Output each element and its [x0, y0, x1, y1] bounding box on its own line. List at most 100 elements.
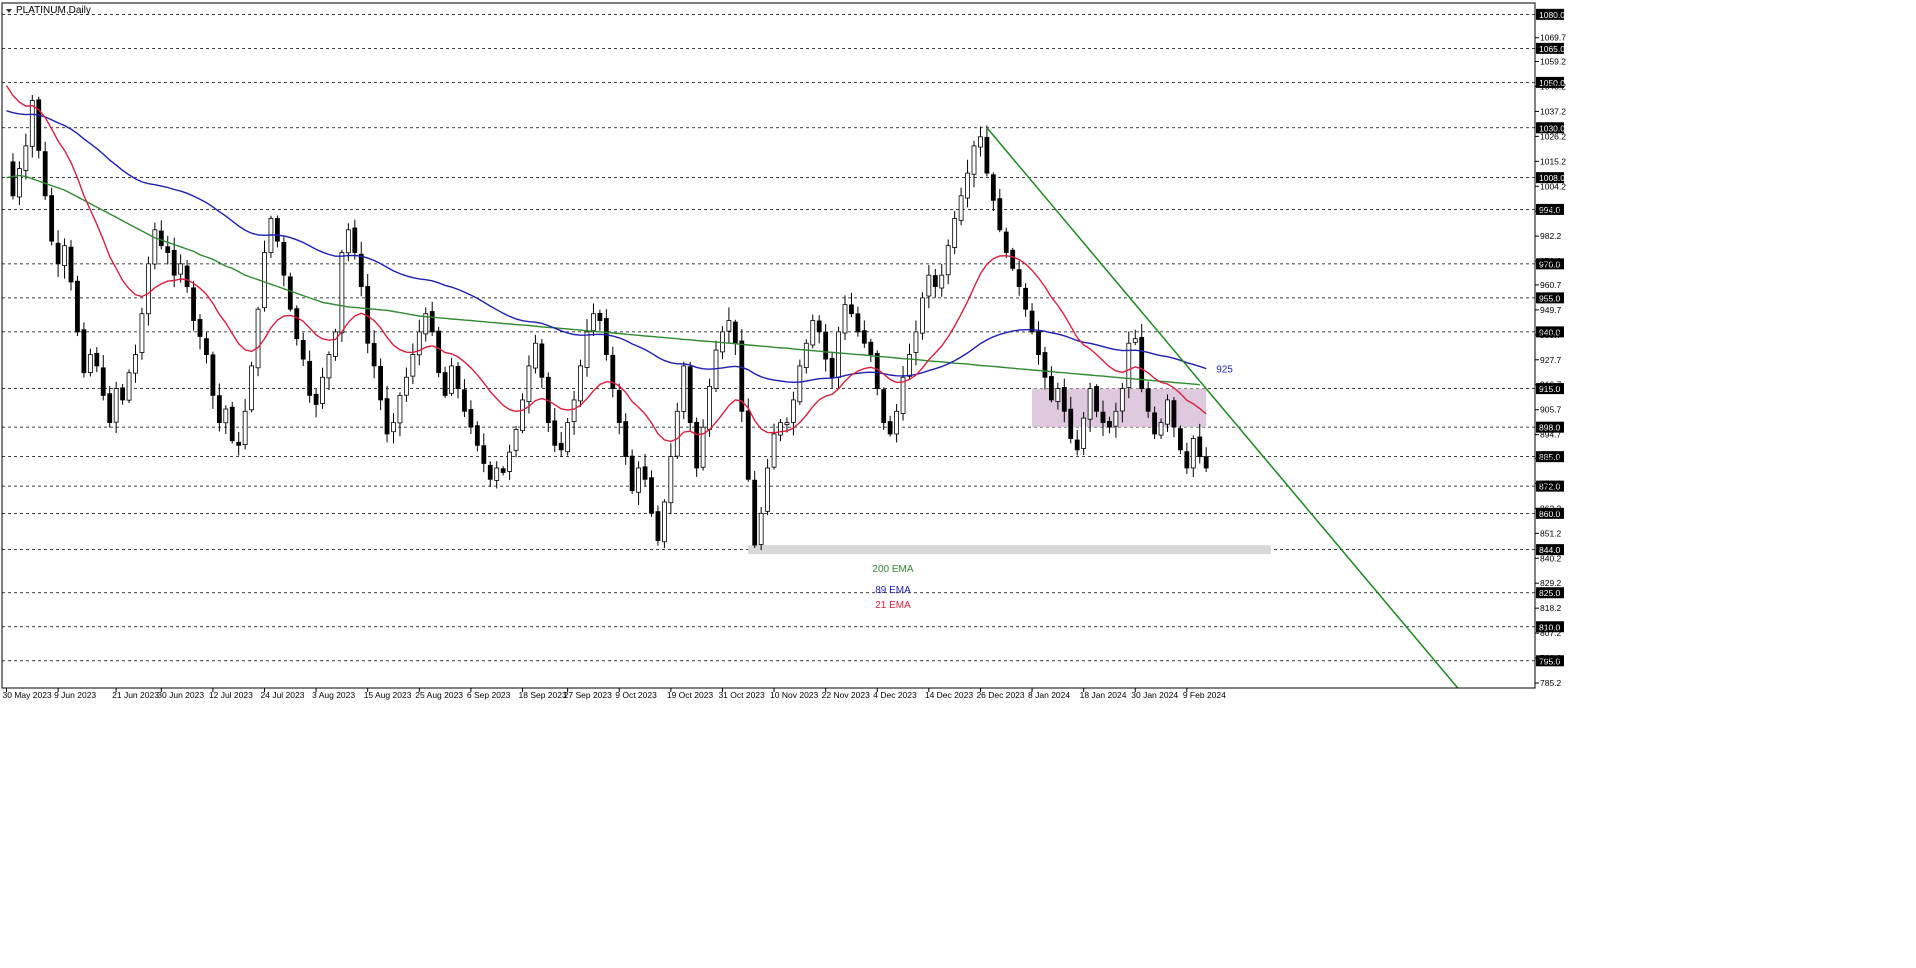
x-tick-label: 9 Feb 2024	[1183, 690, 1226, 700]
bear-candle	[552, 420, 558, 446]
ema-89-end-label: 925	[1216, 365, 1233, 376]
bear-candle	[158, 230, 164, 247]
y-tick-label: 829.2	[1540, 578, 1562, 588]
bull-candle	[1132, 338, 1138, 343]
bull-candle	[1087, 388, 1093, 420]
y-tick-label: 1004.2	[1540, 181, 1566, 191]
bull-candle	[584, 331, 590, 368]
price-level-box	[1536, 326, 1564, 338]
bull-candle	[1081, 417, 1087, 449]
bull-candle	[945, 245, 951, 276]
bull-candle	[507, 451, 513, 472]
bear-candle	[855, 313, 861, 333]
x-tick-label: 21 Jun 2023	[112, 690, 159, 700]
y-tick-label: 894.7	[1540, 430, 1562, 440]
bull-candle	[87, 354, 93, 373]
bear-candle	[94, 352, 100, 367]
ema-legend-label: 200 EMA	[872, 564, 913, 575]
bear-candle	[610, 354, 616, 389]
bear-candle	[642, 466, 648, 480]
bear-candle	[287, 276, 293, 310]
zone-layer	[748, 388, 1271, 555]
y-tick-label: 807.2	[1540, 628, 1562, 638]
bear-candle	[887, 421, 893, 435]
bear-candle	[739, 340, 745, 412]
bull-candle	[242, 410, 248, 445]
bull-candle	[23, 145, 29, 171]
bear-candle	[281, 241, 287, 276]
bull-candle	[668, 456, 674, 504]
price-level-box	[1536, 122, 1564, 134]
bear-candle	[487, 464, 493, 480]
y-tick-label: 971.2	[1540, 256, 1562, 266]
bear-candle	[1036, 331, 1041, 355]
bull-candle	[249, 365, 255, 411]
bear-candle	[1029, 310, 1035, 333]
x-tick-label: 9 Oct 2023	[615, 690, 657, 700]
bull-candle	[681, 365, 687, 412]
bear-candle	[307, 360, 313, 396]
price-level-label: 885.0	[1539, 452, 1561, 462]
y-tick-label: 785.2	[1540, 678, 1562, 688]
bull-candle	[700, 426, 706, 468]
bull-candle	[765, 467, 770, 512]
y-tick-label: 949.7	[1540, 305, 1562, 315]
bear-candle	[1145, 388, 1151, 412]
bull-candle	[126, 372, 132, 401]
bull-candle	[662, 501, 667, 543]
y-tick-label: 862.2	[1540, 503, 1562, 513]
price-level-box	[1536, 480, 1564, 492]
x-tick-label: 27 Sep 2023	[564, 690, 612, 700]
price-level-box	[1536, 292, 1564, 304]
bear-candle	[300, 340, 306, 360]
bear-candle	[745, 410, 751, 480]
y-tick-label: 905.7	[1540, 405, 1562, 415]
bear-candle	[1100, 411, 1106, 424]
ema-layer	[5, 85, 1207, 443]
bear-candle	[1171, 400, 1177, 428]
bear-candle	[1003, 231, 1009, 253]
bear-candle	[313, 393, 319, 405]
downtrend-line[interactable]	[986, 127, 1459, 689]
bear-candle	[49, 195, 55, 242]
bear-candle	[597, 312, 603, 321]
chevron-down-icon[interactable]	[6, 9, 12, 13]
price-level-label: 844.0	[1539, 545, 1561, 555]
x-tick-label: 15 Aug 2023	[364, 690, 412, 700]
bull-candle	[971, 145, 977, 175]
bear-candle	[1178, 428, 1183, 451]
y-tick-label: 927.7	[1540, 355, 1562, 365]
bear-candle	[1152, 412, 1157, 435]
bear-candle	[623, 421, 629, 458]
bull-candle	[758, 512, 764, 545]
y-tick-label: 938.7	[1540, 330, 1562, 340]
price-level-box	[1536, 8, 1564, 20]
price-level-box	[1536, 587, 1564, 599]
price-level-label: 825.0	[1539, 588, 1561, 598]
bull-candle	[526, 365, 532, 403]
bull-candle	[920, 297, 925, 334]
x-tick-label: 12 Jul 2023	[209, 690, 253, 700]
x-tick-label: 30 Jun 2023	[157, 690, 204, 700]
bull-candle	[326, 354, 332, 379]
bear-candle	[984, 136, 990, 174]
bear-candle	[500, 468, 506, 473]
bear-candle	[481, 445, 487, 464]
bull-candle	[578, 365, 583, 402]
bull-candle	[1113, 410, 1119, 427]
y-tick-label: 873.2	[1540, 478, 1562, 488]
x-tick-label: 6 Sep 2023	[467, 690, 511, 700]
x-tick-label: 18 Sep 2023	[519, 690, 567, 700]
bull-candle	[836, 331, 841, 378]
bull-candle	[778, 422, 783, 436]
y-tick-label: 1026.2	[1540, 131, 1566, 141]
bull-candle	[178, 263, 184, 275]
y-tick-label: 1069.7	[1540, 33, 1566, 43]
bear-candle	[436, 330, 442, 374]
bear-candle	[558, 442, 564, 451]
bull-candle	[255, 308, 261, 369]
x-tick-label: 26 Dec 2023	[976, 690, 1024, 700]
bull-candle	[152, 229, 158, 265]
price-level-box	[1536, 655, 1564, 667]
bear-candle	[1074, 439, 1080, 451]
